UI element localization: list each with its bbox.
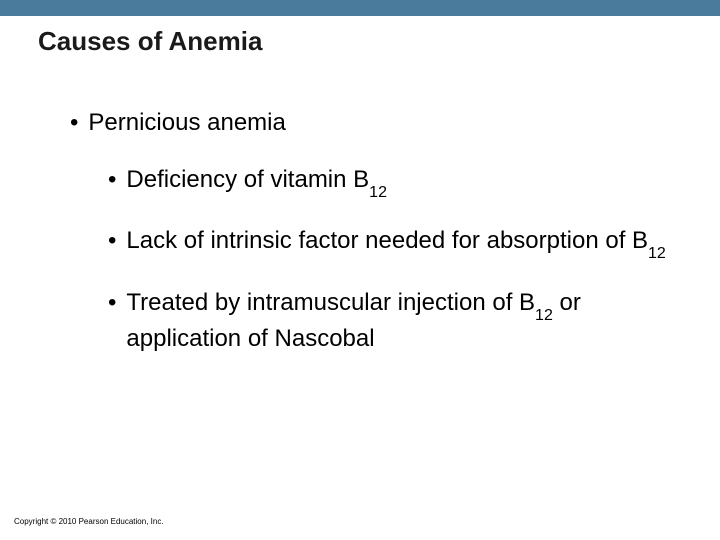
copyright-text: Copyright © 2010 Pearson Education, Inc. [14, 517, 164, 526]
bullet-level2-text: Treated by intramuscular injection of B1… [126, 287, 670, 354]
bullet-level2: • Lack of intrinsic factor needed for ab… [108, 225, 670, 261]
bullet-marker: • [108, 225, 116, 261]
bullet-marker: • [70, 109, 78, 138]
text-sub: 12 [648, 245, 666, 262]
bullet-marker: • [108, 164, 116, 200]
bullet-level2: • Treated by intramuscular injection of … [108, 287, 670, 354]
text-pre: Lack of intrinsic factor needed for abso… [126, 227, 648, 254]
bullet-level1: • Pernicious anemia [70, 109, 670, 138]
slide-title: Causes of Anemia [38, 26, 720, 57]
text-pre: Treated by intramuscular injection of B [126, 289, 535, 316]
bullet-level2: • Deficiency of vitamin B12 [108, 164, 670, 200]
bullet-level2-text: Deficiency of vitamin B12 [126, 164, 387, 200]
slide-content: • Pernicious anemia • Deficiency of vita… [70, 109, 670, 354]
top-accent-bar [0, 0, 720, 16]
text-sub: 12 [535, 307, 553, 324]
text-pre: Deficiency of vitamin B [126, 166, 369, 193]
bullet-marker: • [108, 287, 116, 354]
text-sub: 12 [369, 184, 387, 201]
bullet-level1-text: Pernicious anemia [88, 109, 285, 138]
bullet-level2-text: Lack of intrinsic factor needed for abso… [126, 225, 665, 261]
